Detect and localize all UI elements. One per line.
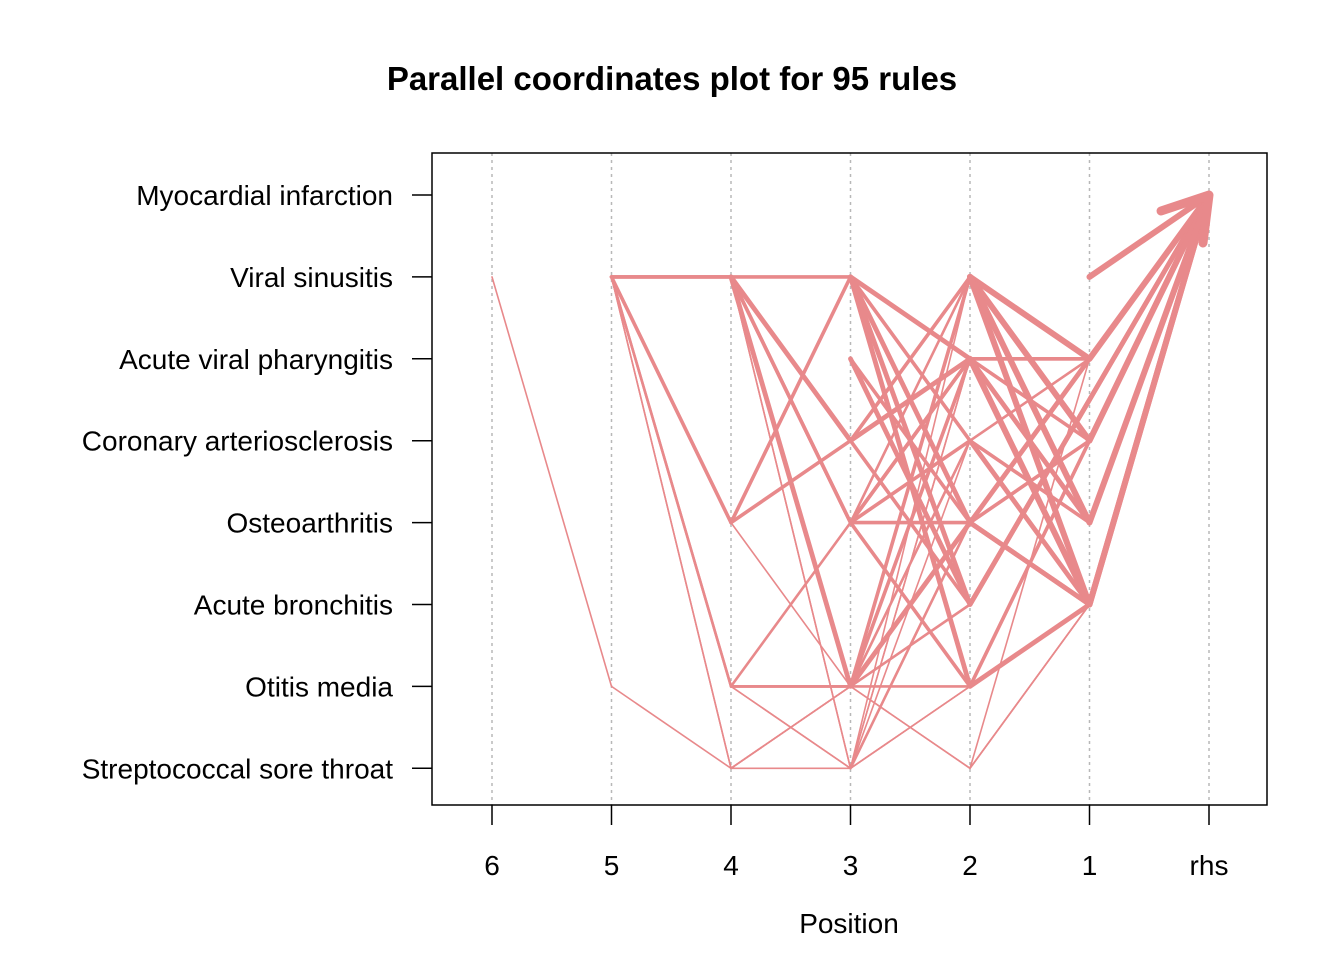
x-tick-label: 6: [484, 850, 500, 881]
rule-line: [1086, 192, 1212, 280]
y-axis: Myocardial infarction Viral sinusitis Acut…: [82, 180, 432, 784]
y-tick-label: Osteoarthritis: [227, 508, 394, 539]
chart-title: Parallel coordinates plot for 95 rules: [387, 60, 957, 97]
x-axis: 6 5 4 3 2 1 rhs: [484, 805, 1228, 881]
x-tick-label: 2: [962, 850, 978, 881]
x-axis-label: Position: [799, 908, 899, 939]
y-tick-label: Coronary arteriosclerosis: [82, 426, 393, 457]
y-tick-label: Acute bronchitis: [194, 590, 393, 621]
y-tick-label: Viral sinusitis: [230, 262, 393, 293]
y-tick-label: Acute viral pharyngitis: [119, 344, 393, 375]
rule-line: [967, 192, 1212, 444]
x-tick-label: 3: [843, 850, 859, 881]
plot-frame: [431, 152, 1268, 806]
rule-lines: [491, 190, 1214, 770]
rhs-arrowhead: [1156, 190, 1214, 248]
x-tick-label: 4: [723, 850, 739, 881]
rule-line: [967, 192, 1212, 608]
x-tick-label: 5: [604, 850, 620, 881]
y-tick-label: Otitis media: [245, 671, 393, 702]
y-tick-label: Myocardial infarction: [136, 180, 393, 211]
rule-line: [848, 192, 1212, 607]
x-tick-label: rhs: [1190, 850, 1229, 881]
x-tick-label: 1: [1082, 850, 1098, 881]
rule-line: [967, 192, 1212, 362]
grid-lines: [491, 153, 1210, 805]
y-tick-label: Streptococcal sore throat: [82, 753, 393, 784]
rule-line: [967, 192, 1212, 526]
